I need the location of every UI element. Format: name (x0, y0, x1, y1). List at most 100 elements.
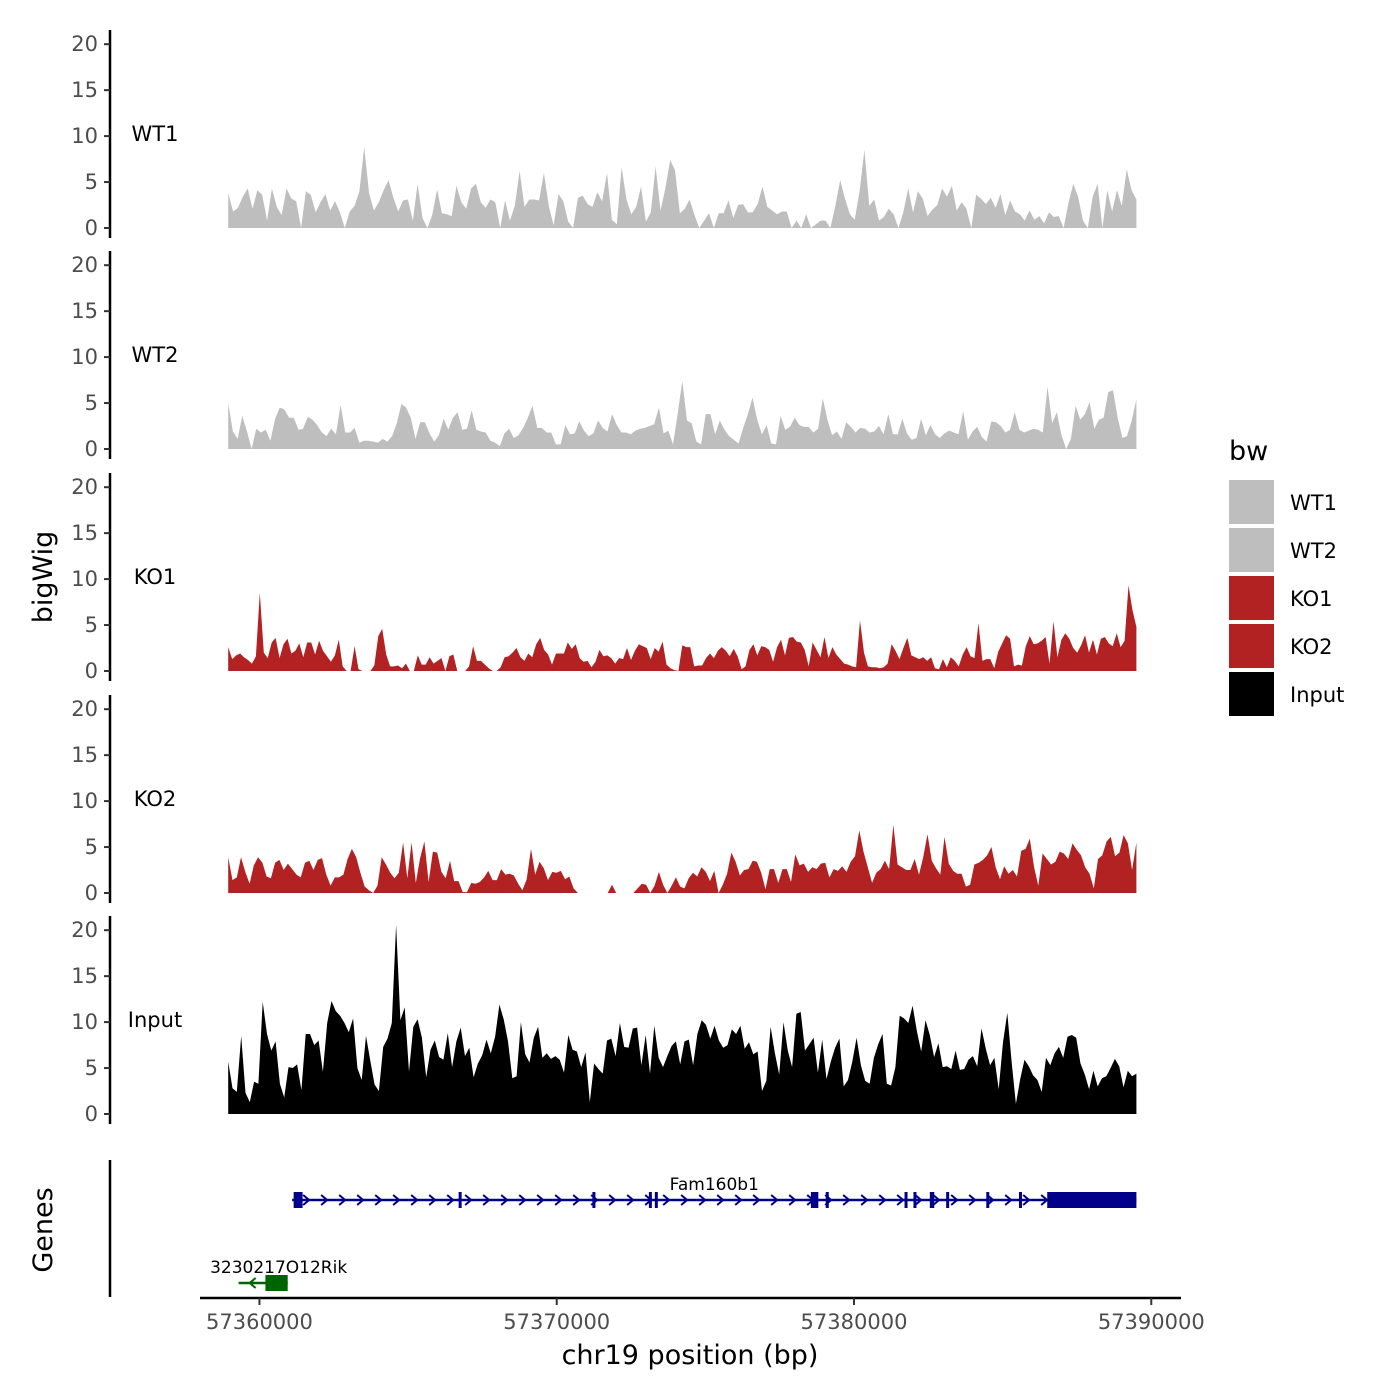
gene-exon (946, 1192, 950, 1208)
legend-label: KO1 (1290, 587, 1333, 611)
track-label: WT1 (132, 122, 179, 146)
y-tick-label: 15 (71, 521, 98, 545)
gene-4930217o12rik: 3230217O12Rik (210, 1258, 347, 1291)
gene-label: Fam160b1 (670, 1175, 759, 1195)
gene-exon (986, 1192, 990, 1208)
legend-swatch-ko1 (1229, 576, 1274, 620)
legend-swatch-wt1 (1229, 480, 1274, 524)
x-tick-label: 57370000 (503, 1310, 610, 1334)
gene-exon (1047, 1192, 1137, 1208)
y-tick-label: 10 (71, 567, 98, 591)
track-label: KO1 (134, 565, 177, 589)
gene-exon (904, 1192, 908, 1208)
strand-arrow (572, 1194, 581, 1206)
track-ko1: 0 5 10 15 20 KO1 (71, 473, 1137, 683)
strand-arrow (698, 1194, 707, 1206)
y-tick-label: 0 (85, 881, 98, 905)
strand-arrow (752, 1194, 761, 1206)
strand-arrow (608, 1194, 617, 1206)
strand-arrow (860, 1194, 869, 1206)
strand-arrow (410, 1194, 419, 1206)
gene-exon (825, 1192, 829, 1208)
strand-arrow (1022, 1194, 1031, 1206)
y-tick-label: 15 (71, 743, 98, 767)
gene-exon (265, 1275, 288, 1291)
x-tick-label: 57390000 (1098, 1310, 1205, 1334)
gene-fam160b1: Fam160b1 (292, 1175, 1137, 1208)
strand-arrow (338, 1194, 347, 1206)
legend-label: WT1 (1290, 491, 1337, 515)
coverage-area-ko2 (228, 825, 1137, 893)
y-axis-label: bigWig (28, 531, 59, 624)
strand-arrow (392, 1194, 401, 1206)
y-tick-label: 10 (71, 124, 98, 148)
track-ko2: 0 5 10 15 20 KO2 (71, 695, 1137, 905)
track-input: 0 5 10 15 20 Input (71, 916, 1137, 1126)
coverage-area-wt2 (228, 381, 1137, 449)
strand-arrow (662, 1194, 671, 1206)
tracks: 0 5 10 15 20 WT1 0 5 10 15 20 WT2 0 5 10 15 20 KO1 0 5 10 15 2… (71, 30, 1137, 1126)
y-tick-label: 15 (71, 964, 98, 988)
genes-panel: Fam160b1 3230217O12Rik (108, 1160, 1137, 1297)
strand-arrow (878, 1194, 887, 1206)
strand-arrow (500, 1194, 509, 1206)
legend-swatch-wt2 (1229, 528, 1274, 572)
strand-arrow (320, 1194, 329, 1206)
legend-title: bw (1229, 436, 1268, 467)
strand-arrow (1040, 1194, 1049, 1206)
y-tick-label: 10 (71, 345, 98, 369)
strand-arrow (842, 1194, 851, 1206)
strand-arrow (788, 1194, 797, 1206)
y-tick-label: 15 (71, 78, 98, 102)
legend-swatch-input (1229, 672, 1274, 716)
strand-arrow (968, 1194, 977, 1206)
y-tick-label: 15 (71, 299, 98, 323)
strand-arrow (464, 1194, 473, 1206)
y-tick-label: 5 (85, 1056, 98, 1080)
gene-exon (654, 1192, 658, 1208)
track-label: WT2 (132, 343, 179, 367)
y-tick-label: 0 (85, 216, 98, 240)
track-wt2: 0 5 10 15 20 WT2 (71, 251, 1137, 461)
gene-exon (293, 1192, 303, 1208)
y-tick-label: 10 (71, 789, 98, 813)
gene-exon (913, 1192, 917, 1208)
x-tick-label: 57380000 (801, 1310, 908, 1334)
gene-exon (929, 1192, 935, 1208)
legend-label: WT2 (1290, 539, 1337, 563)
gene-exon (1018, 1192, 1022, 1208)
strand-arrow (626, 1194, 635, 1206)
x-tick-label: 57360000 (206, 1310, 313, 1334)
strand-arrow (518, 1194, 527, 1206)
strand-arrow (482, 1194, 491, 1206)
track-label: Input (128, 1008, 182, 1032)
strand-arrow (1004, 1194, 1013, 1206)
strand-arrow (428, 1194, 437, 1206)
gene-exon (458, 1192, 462, 1208)
coverage-area-ko1 (228, 585, 1137, 671)
strand-arrow (716, 1194, 725, 1206)
strand-arrow (356, 1194, 365, 1206)
strand-arrow (536, 1194, 545, 1206)
legend: bw WT1 WT2 KO1 KO2 Input (1229, 436, 1344, 716)
gene-exon (592, 1192, 596, 1208)
x-axis: 57360000 57370000 57380000 57390000 (200, 1296, 1205, 1334)
track-label: KO2 (134, 787, 177, 811)
strand-arrow (554, 1194, 563, 1206)
legend-swatch-ko2 (1229, 624, 1274, 668)
y-tick-label: 5 (85, 835, 98, 859)
y-tick-label: 5 (85, 613, 98, 637)
strand-arrow (374, 1194, 383, 1206)
y-tick-label: 20 (71, 918, 98, 942)
genes-axis-label: Genes (28, 1187, 59, 1272)
gene-label: 3230217O12Rik (210, 1258, 347, 1278)
strand-arrow (770, 1194, 779, 1206)
legend-label: KO2 (1290, 635, 1333, 659)
y-tick-label: 20 (71, 32, 98, 56)
strand-arrow (734, 1194, 743, 1206)
strand-arrow (914, 1194, 923, 1206)
x-axis-label: chr19 position (bp) (562, 1340, 819, 1371)
strand-arrow (896, 1194, 905, 1206)
y-tick-label: 0 (85, 659, 98, 683)
